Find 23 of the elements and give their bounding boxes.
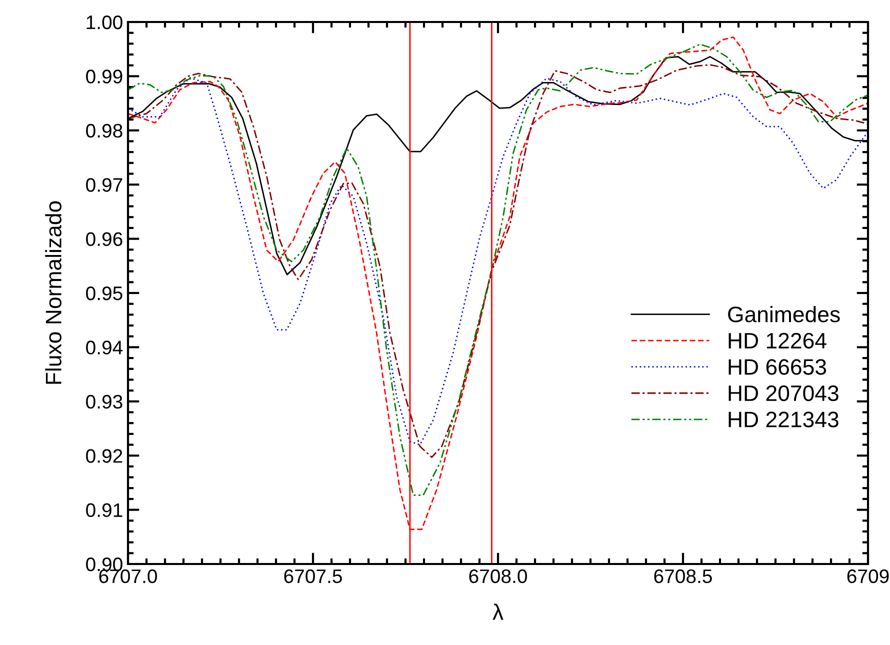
y-tick-label: 0.97 xyxy=(86,178,122,192)
x-axis-title: λ xyxy=(492,604,504,620)
y-tick-label: 0.95 xyxy=(86,286,122,300)
legend-label: Ganimedes xyxy=(728,306,840,322)
x-tick-label: 6708.0 xyxy=(469,569,527,584)
y-tick-label: 0.92 xyxy=(86,449,122,463)
legend-label: HD 221343 xyxy=(728,412,838,428)
y-tick-label: 1.00 xyxy=(86,15,122,30)
y-tick-label: 0.90 xyxy=(86,557,122,572)
y-tick-label: 0.98 xyxy=(86,124,122,138)
y-axis-title: Fluxo Normalizado xyxy=(45,201,62,384)
y-tick-label: 0.96 xyxy=(86,232,122,246)
y-tick-label: 0.94 xyxy=(86,340,123,354)
y-tick-label: 0.91 xyxy=(86,503,122,518)
y-tick-label: 0.99 xyxy=(86,70,122,84)
x-tick-label: 6709 xyxy=(847,569,889,584)
y-tick-label: 0.93 xyxy=(86,394,122,409)
legend-label: HD 12264 xyxy=(728,332,826,349)
x-tick-label: 6708.5 xyxy=(654,569,712,584)
x-tick-label: 6707.0 xyxy=(99,569,157,584)
x-tick-label: 6707.5 xyxy=(284,569,342,584)
legend-label: HD 207043 xyxy=(728,385,838,402)
legend-label: HD 66653 xyxy=(728,359,826,375)
